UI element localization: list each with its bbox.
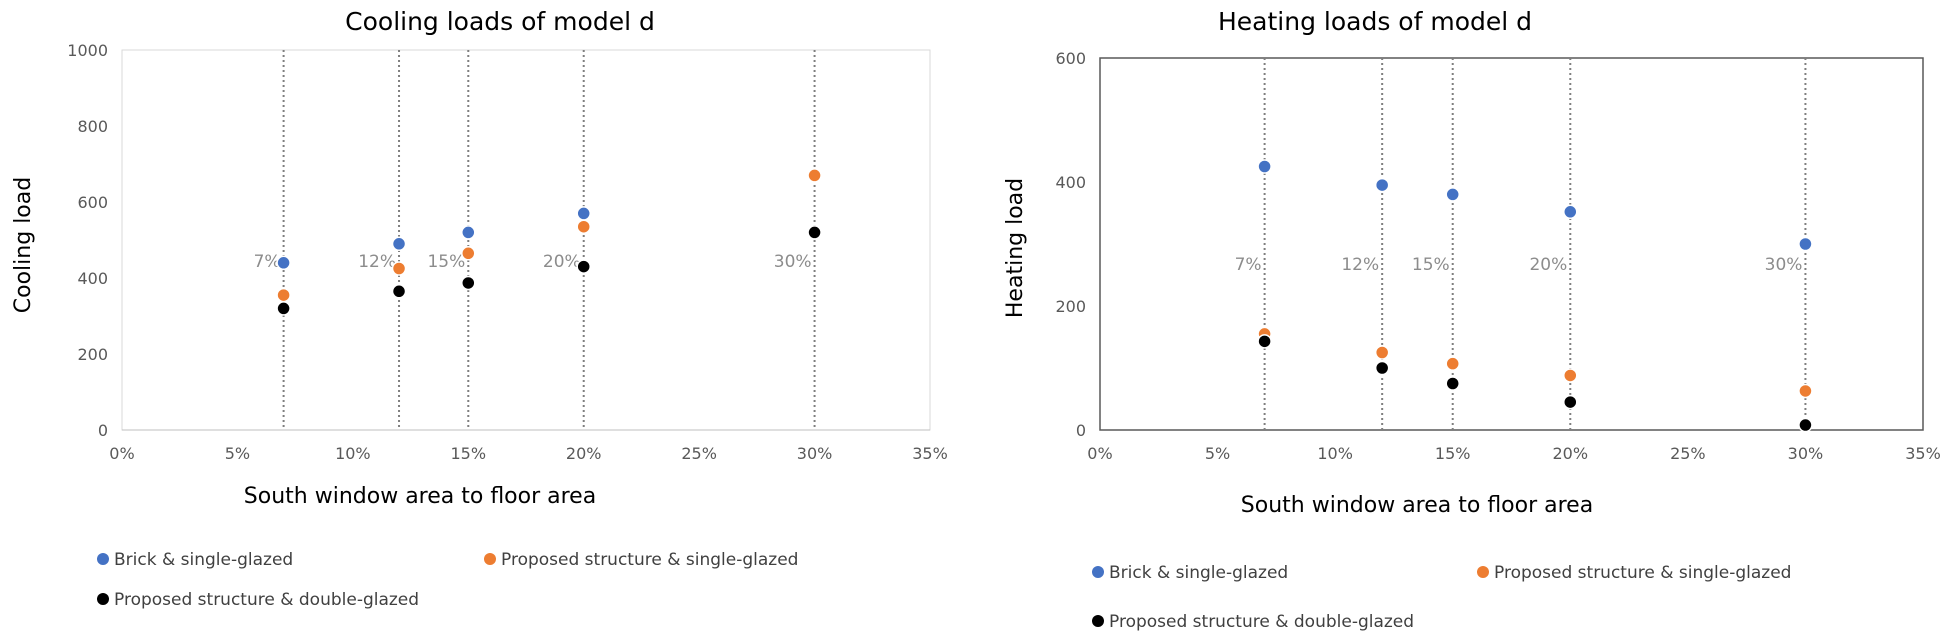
legend-label: Brick & single-glazed xyxy=(1109,563,1288,583)
x-tick-label: 0% xyxy=(109,444,134,463)
legend: Brick & single-glazed Proposed structure … xyxy=(97,550,798,610)
data-point xyxy=(1257,159,1272,174)
data-point xyxy=(276,301,291,316)
data-point xyxy=(1563,394,1578,410)
legend-marker xyxy=(1092,566,1104,578)
y-tick-label: 600 xyxy=(1055,49,1086,68)
x-tick-labels: 0% 5% 10% 15% 20% 25% 30% 35% xyxy=(1087,444,1940,463)
x-tick-label: 30% xyxy=(797,444,833,463)
data-point xyxy=(1563,368,1578,383)
legend-label: Proposed structure & double-glazed xyxy=(1109,612,1414,632)
x-tick-label: 15% xyxy=(1435,444,1471,463)
y-tick-label: 200 xyxy=(1055,297,1086,316)
legend-label: Proposed structure & single-glazed xyxy=(1494,563,1791,583)
x-tick-label: 35% xyxy=(912,444,948,463)
legend-marker xyxy=(484,553,496,565)
x-tick-label: 15% xyxy=(451,444,487,463)
data-point xyxy=(1445,356,1460,371)
legend-label: Brick & single-glazed xyxy=(114,550,293,570)
x-tick-label: 20% xyxy=(566,444,602,463)
x-tick-label: 30% xyxy=(1788,444,1824,463)
reference-label: 20% xyxy=(543,252,581,272)
data-point xyxy=(576,259,591,274)
reference-labels: 7% 12% 15% 20% 30% xyxy=(254,252,812,272)
data-point xyxy=(1445,187,1460,202)
x-tick-label: 0% xyxy=(1087,444,1112,463)
data-point xyxy=(276,287,291,303)
data-point xyxy=(461,225,476,240)
legend-marker xyxy=(1477,566,1489,578)
data-point xyxy=(1374,177,1390,193)
legend-label: Proposed structure & double-glazed xyxy=(114,590,419,610)
data-point xyxy=(461,246,476,261)
y-tick-labels: 0 200 400 600 xyxy=(1055,49,1086,440)
x-tick-label: 10% xyxy=(1317,444,1353,463)
plot-area xyxy=(121,49,931,431)
y-tick-label: 200 xyxy=(77,345,108,364)
cooling-loads-chart: Cooling loads of model d 7% 12% 15% 20% 30% … xyxy=(11,7,948,610)
plot-area xyxy=(1099,57,1924,431)
x-tick-label: 10% xyxy=(335,444,371,463)
x-axis-title: South window area to floor area xyxy=(244,484,596,509)
data-point xyxy=(576,206,591,221)
x-tick-label: 5% xyxy=(1205,444,1230,463)
chart-title: Cooling loads of model d xyxy=(345,7,655,36)
y-tick-label: 400 xyxy=(1055,173,1086,192)
data-point xyxy=(1374,345,1390,360)
reference-label: 12% xyxy=(358,252,396,272)
data-point xyxy=(461,275,476,291)
reference-label: 15% xyxy=(427,252,465,272)
reference-label: 20% xyxy=(1529,255,1567,275)
y-tick-label: 800 xyxy=(77,117,108,136)
legend-marker xyxy=(97,553,109,565)
heating-loads-chart: Heating loads of model d 7% 12% 15% 20% 30% … xyxy=(1003,7,1941,632)
data-point xyxy=(1798,383,1813,399)
y-axis-title: Heating load xyxy=(1003,178,1028,318)
y-axis-title: Cooling load xyxy=(11,177,36,313)
y-tick-label: 600 xyxy=(77,193,108,212)
x-tick-label: 25% xyxy=(681,444,717,463)
legend-marker xyxy=(97,593,109,605)
x-tick-label: 35% xyxy=(1905,444,1941,463)
reference-label: 30% xyxy=(1765,255,1803,275)
data-point xyxy=(1374,360,1390,376)
reference-label: 12% xyxy=(1341,255,1379,275)
data-points xyxy=(276,168,822,316)
reference-label: 7% xyxy=(254,252,281,272)
data-point xyxy=(1257,334,1272,349)
data-point xyxy=(1563,204,1578,220)
y-tick-label: 0 xyxy=(1076,421,1086,440)
x-tick-label: 25% xyxy=(1670,444,1706,463)
data-point xyxy=(391,261,407,276)
x-tick-labels: 0% 5% 10% 15% 20% 25% 30% 35% xyxy=(109,444,947,463)
x-tick-label: 5% xyxy=(225,444,250,463)
x-tick-label: 20% xyxy=(1553,444,1589,463)
data-point xyxy=(1798,236,1813,252)
data-point xyxy=(576,219,591,234)
y-tick-labels: 0 200 400 600 800 1000 xyxy=(67,41,108,440)
data-points xyxy=(1257,159,1813,433)
x-axis-title: South window area to floor area xyxy=(1241,493,1593,518)
data-point xyxy=(391,284,407,299)
y-tick-label: 400 xyxy=(77,269,108,288)
y-tick-label: 0 xyxy=(98,421,108,440)
legend: Brick & single-glazed Proposed structure … xyxy=(1092,563,1791,632)
reference-label: 30% xyxy=(774,252,812,272)
legend-label: Proposed structure & single-glazed xyxy=(501,550,798,570)
legend-marker xyxy=(1092,615,1104,627)
reference-labels: 7% 12% 15% 20% 30% xyxy=(1235,255,1803,275)
chart-title: Heating loads of model d xyxy=(1218,7,1532,36)
reference-label: 15% xyxy=(1412,255,1450,275)
data-point xyxy=(807,225,822,240)
data-point xyxy=(391,236,407,252)
data-point xyxy=(1798,417,1813,433)
data-point xyxy=(807,168,822,183)
data-point xyxy=(1445,376,1460,391)
reference-label: 7% xyxy=(1235,255,1262,275)
data-point xyxy=(276,255,291,271)
y-tick-label: 1000 xyxy=(67,41,108,60)
